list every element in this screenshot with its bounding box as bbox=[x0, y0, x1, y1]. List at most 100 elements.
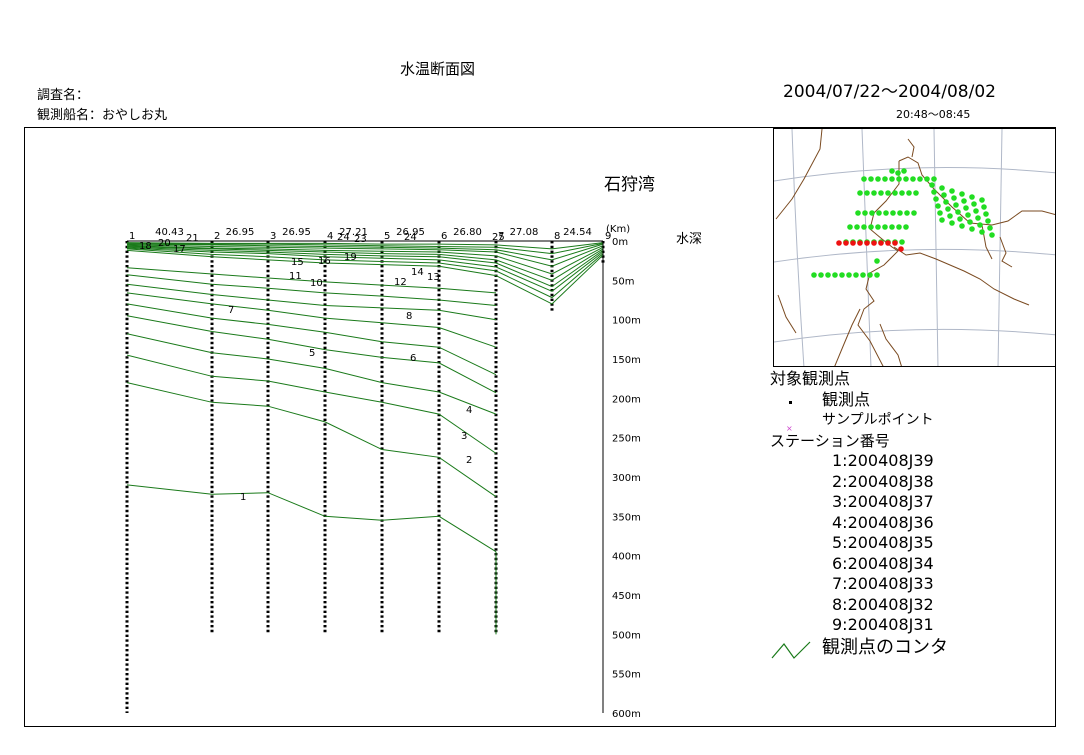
map-station-dot bbox=[975, 215, 981, 221]
legend: 対象観測点 観測点 × サンプルポイント ステーション番号 1:200408J3… bbox=[770, 369, 948, 659]
map-selected-dot bbox=[864, 240, 870, 246]
contour-label: 5 bbox=[309, 348, 315, 359]
map-station-dot bbox=[889, 224, 895, 230]
map-grid bbox=[774, 129, 1055, 366]
map-station-dot bbox=[949, 188, 955, 194]
contour-label: 24 bbox=[404, 232, 417, 243]
time-range: 20:48～08:45 bbox=[896, 108, 971, 121]
station-number-label: 3 bbox=[270, 231, 276, 242]
contour-label: 2 bbox=[466, 455, 472, 466]
map-station-dot bbox=[847, 224, 853, 230]
map-station-dot bbox=[895, 170, 901, 176]
contour-label: 21 bbox=[186, 233, 199, 244]
map-station-dot bbox=[882, 176, 888, 182]
contour-line bbox=[126, 315, 497, 394]
contour-line bbox=[126, 248, 604, 299]
obs-point-label: 観測点 bbox=[822, 389, 871, 409]
map-station-dot bbox=[967, 219, 973, 225]
map-station-dot bbox=[861, 224, 867, 230]
distance-label: 27.21 bbox=[339, 227, 368, 238]
map-station-dot bbox=[839, 272, 845, 278]
depth-tick-label: 450m bbox=[612, 591, 641, 602]
map-selected-dot bbox=[843, 240, 849, 246]
map-station-dot bbox=[857, 190, 863, 196]
contour-line bbox=[126, 274, 497, 306]
distance-label: 27.08 bbox=[510, 227, 539, 238]
distance-label: 26.95 bbox=[282, 227, 311, 238]
map-station-dot bbox=[987, 225, 993, 231]
map-station-dot bbox=[861, 176, 867, 182]
map-station-dot bbox=[943, 199, 949, 205]
map-station-dot bbox=[904, 210, 910, 216]
map-station-dot bbox=[889, 176, 895, 182]
contour-label: 16 bbox=[318, 256, 331, 267]
depth-tick-label: 0m bbox=[612, 237, 628, 248]
map-station-dot bbox=[961, 198, 967, 204]
map-station-dot bbox=[965, 212, 971, 218]
map-station-dot bbox=[869, 210, 875, 216]
contour-line bbox=[126, 242, 604, 250]
map-station-dot bbox=[896, 224, 902, 230]
map-station-dot bbox=[983, 211, 989, 217]
distance-label: 26.95 bbox=[396, 227, 425, 238]
station-number-label: 2 bbox=[214, 231, 220, 242]
contour-lines bbox=[126, 242, 604, 635]
map-station-dot bbox=[899, 239, 905, 245]
map-station-dot bbox=[939, 217, 945, 223]
contour-line bbox=[126, 242, 604, 255]
legend-station-item: 4:200408J36 bbox=[832, 512, 934, 532]
contour-label: 12 bbox=[394, 277, 407, 288]
distance-label: 26.80 bbox=[453, 227, 482, 238]
map-station-dot bbox=[910, 176, 916, 182]
map-station-dot bbox=[949, 220, 955, 226]
station-number-label: 7 bbox=[498, 231, 504, 242]
contour-line bbox=[126, 484, 497, 553]
map-station-dot bbox=[957, 216, 963, 222]
sample-point-label: サンプルポイント bbox=[822, 412, 934, 428]
map-station-dot bbox=[933, 196, 939, 202]
contour-label: 1 bbox=[240, 492, 246, 503]
map-station-dot bbox=[882, 224, 888, 230]
contour-label: 6 bbox=[410, 353, 416, 364]
legend-station-item: 6:200408J34 bbox=[832, 553, 934, 573]
map-station-dot bbox=[941, 192, 947, 198]
legend-station-header: ステーション番号 bbox=[770, 431, 890, 450]
map-station-dot bbox=[903, 176, 909, 182]
contour-line bbox=[126, 283, 497, 321]
map-station-dot bbox=[896, 176, 902, 182]
legend-contour: 観測点のコンタ bbox=[770, 637, 948, 659]
contour-label: 3 bbox=[461, 431, 467, 442]
map-station-dot bbox=[846, 272, 852, 278]
depth-tick-label: 400m bbox=[612, 552, 641, 563]
contour-label: 8 bbox=[406, 311, 412, 322]
map-station-dot bbox=[911, 210, 917, 216]
chart-labels: 0m 50m 100m 150m 200m 250m 300m 350m 400m 450m 500… bbox=[127, 227, 641, 720]
map-station-dot bbox=[825, 272, 831, 278]
ship-name: 観測船名：おやしお丸 bbox=[37, 108, 168, 123]
contour-label: 20 bbox=[158, 238, 171, 249]
km-unit-label: (Km) bbox=[606, 224, 631, 235]
distance-label: 24.54 bbox=[563, 227, 592, 238]
map-station-dot bbox=[874, 258, 880, 264]
contour-legend-icon bbox=[771, 641, 811, 659]
map-station-dot bbox=[903, 224, 909, 230]
map-station-dot bbox=[939, 185, 945, 191]
contour-label: 11 bbox=[289, 271, 302, 282]
legend-obs-point: 観測点 bbox=[770, 390, 948, 411]
map-station-dot bbox=[973, 208, 979, 214]
map-station-dot bbox=[981, 204, 987, 210]
contour-line bbox=[126, 247, 604, 292]
map-station-dot bbox=[979, 229, 985, 235]
contour-label: 13 bbox=[427, 272, 440, 283]
contour-line bbox=[126, 245, 604, 275]
map-station-dot bbox=[953, 202, 959, 208]
station-number-label: 6 bbox=[441, 231, 447, 242]
map-selected-dot bbox=[836, 240, 842, 246]
map-station-dot bbox=[913, 190, 919, 196]
map-station-dot bbox=[868, 176, 874, 182]
legend-station-list: 1:200408J39 2:200408J38 3:200408J37 4:20040… bbox=[770, 451, 948, 636]
contour-line bbox=[126, 244, 604, 267]
distance-label: 26.95 bbox=[226, 227, 255, 238]
contour-label: 17 bbox=[173, 244, 186, 255]
